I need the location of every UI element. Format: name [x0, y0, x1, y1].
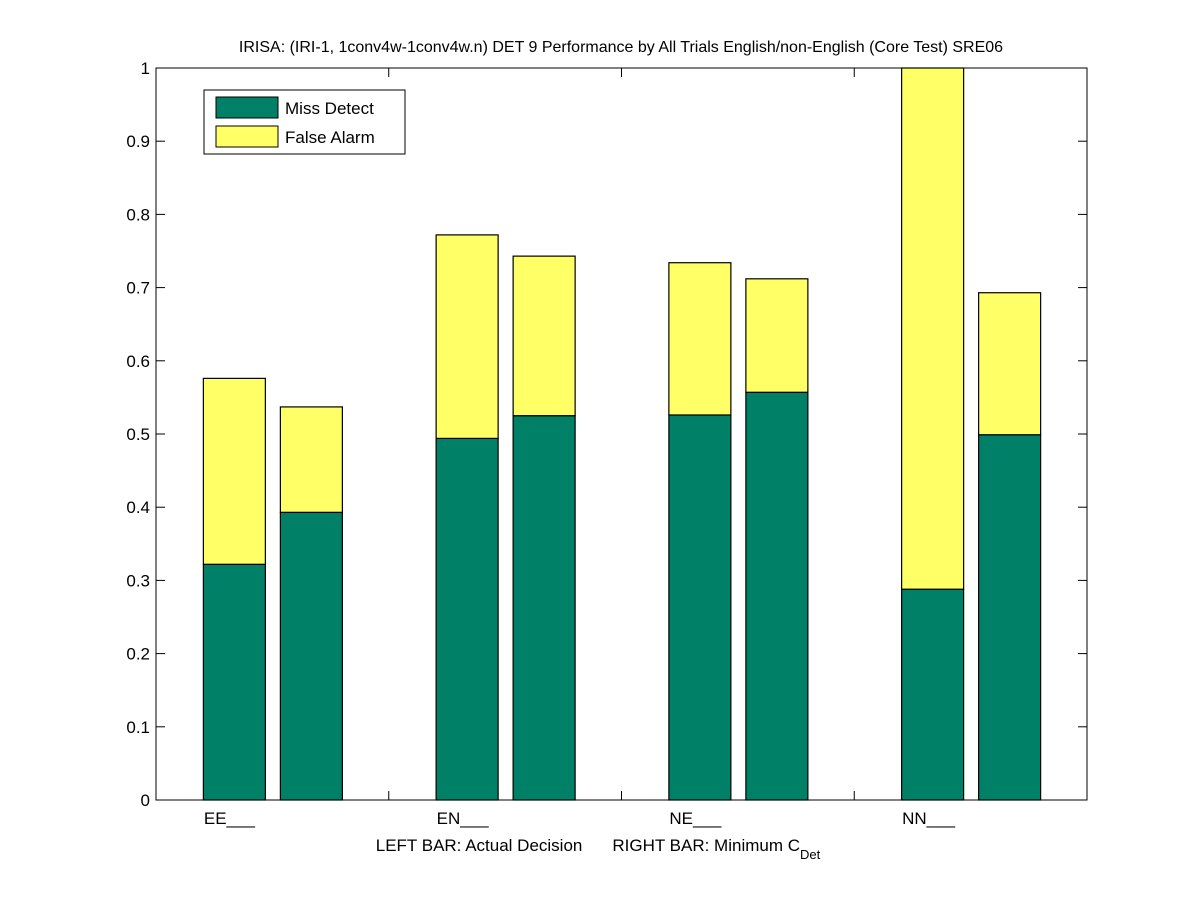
bar-ee-actual-false-alarm — [202, 377, 266, 565]
legend-swatch-false-alarm — [215, 125, 279, 148]
x-label-right: RIGHT BAR: Minimum C — [612, 836, 800, 855]
bar-en-min-false-alarm — [512, 255, 576, 417]
bar-ee-min-false-alarm — [279, 406, 343, 513]
bar-nn-actual-false-alarm — [901, 67, 965, 590]
x-axis-label: LEFT BAR: Actual Decision RIGHT BAR: Mini… — [376, 836, 821, 862]
y-tick-label: 0 — [141, 791, 150, 810]
legend-label-miss-detect: Miss Detect — [285, 99, 374, 118]
bar-ee-actual-miss-detect — [202, 563, 266, 801]
y-tick-label: 0.9 — [126, 132, 150, 151]
bar-nn-actual-miss-detect — [901, 588, 965, 801]
x-tick-label: NN___ — [902, 809, 955, 828]
y-tick-label: 1 — [141, 59, 150, 78]
bar-ne-min-miss-detect — [745, 391, 809, 801]
y-tick-labels: 0 0.1 0.2 0.3 0.4 0.5 0.6 0.7 0.8 0.9 1 — [126, 59, 150, 810]
chart-title: IRISA: (IRI-1, 1conv4w-1conv4w.n) DET 9 … — [239, 39, 1003, 56]
bar-ne-min-false-alarm — [745, 278, 809, 393]
bar-nn-min-false-alarm — [978, 292, 1042, 436]
legend: Miss Detect False Alarm — [203, 89, 406, 155]
y-tick-label: 0.2 — [126, 645, 150, 664]
y-tick-label: 0.7 — [126, 279, 150, 298]
bar-ne-actual-false-alarm — [668, 262, 732, 416]
bar-en-actual-false-alarm — [435, 234, 499, 439]
y-tick-label: 0.3 — [126, 571, 150, 590]
x-tick-label: EE___ — [204, 809, 256, 828]
bars-layer — [202, 67, 1042, 801]
bar-en-min-miss-detect — [512, 415, 576, 801]
bar-nn-min-miss-detect — [978, 434, 1042, 801]
bar-en-actual-miss-detect — [435, 437, 499, 801]
legend-label-false-alarm: False Alarm — [285, 128, 375, 147]
x-label-subscript: Det — [800, 847, 821, 862]
axes-layer — [155, 67, 1088, 801]
y-tick-label: 0.8 — [126, 205, 150, 224]
bar-ee-min-miss-detect — [279, 511, 343, 801]
x-label-left: LEFT BAR: Actual Decision — [376, 836, 583, 855]
bar-ne-actual-miss-detect — [668, 414, 732, 801]
x-tick-label: EN___ — [437, 809, 490, 828]
legend-swatch-miss-detect — [215, 96, 279, 119]
y-tick-label: 0.1 — [126, 718, 150, 737]
y-tick-label: 0.4 — [126, 498, 150, 517]
y-tick-label: 0.6 — [126, 352, 150, 371]
y-tick-label: 0.5 — [126, 425, 150, 444]
x-tick-labels: EE___ EN___ NE___ NN___ — [204, 809, 956, 828]
x-tick-label: NE___ — [669, 809, 722, 828]
